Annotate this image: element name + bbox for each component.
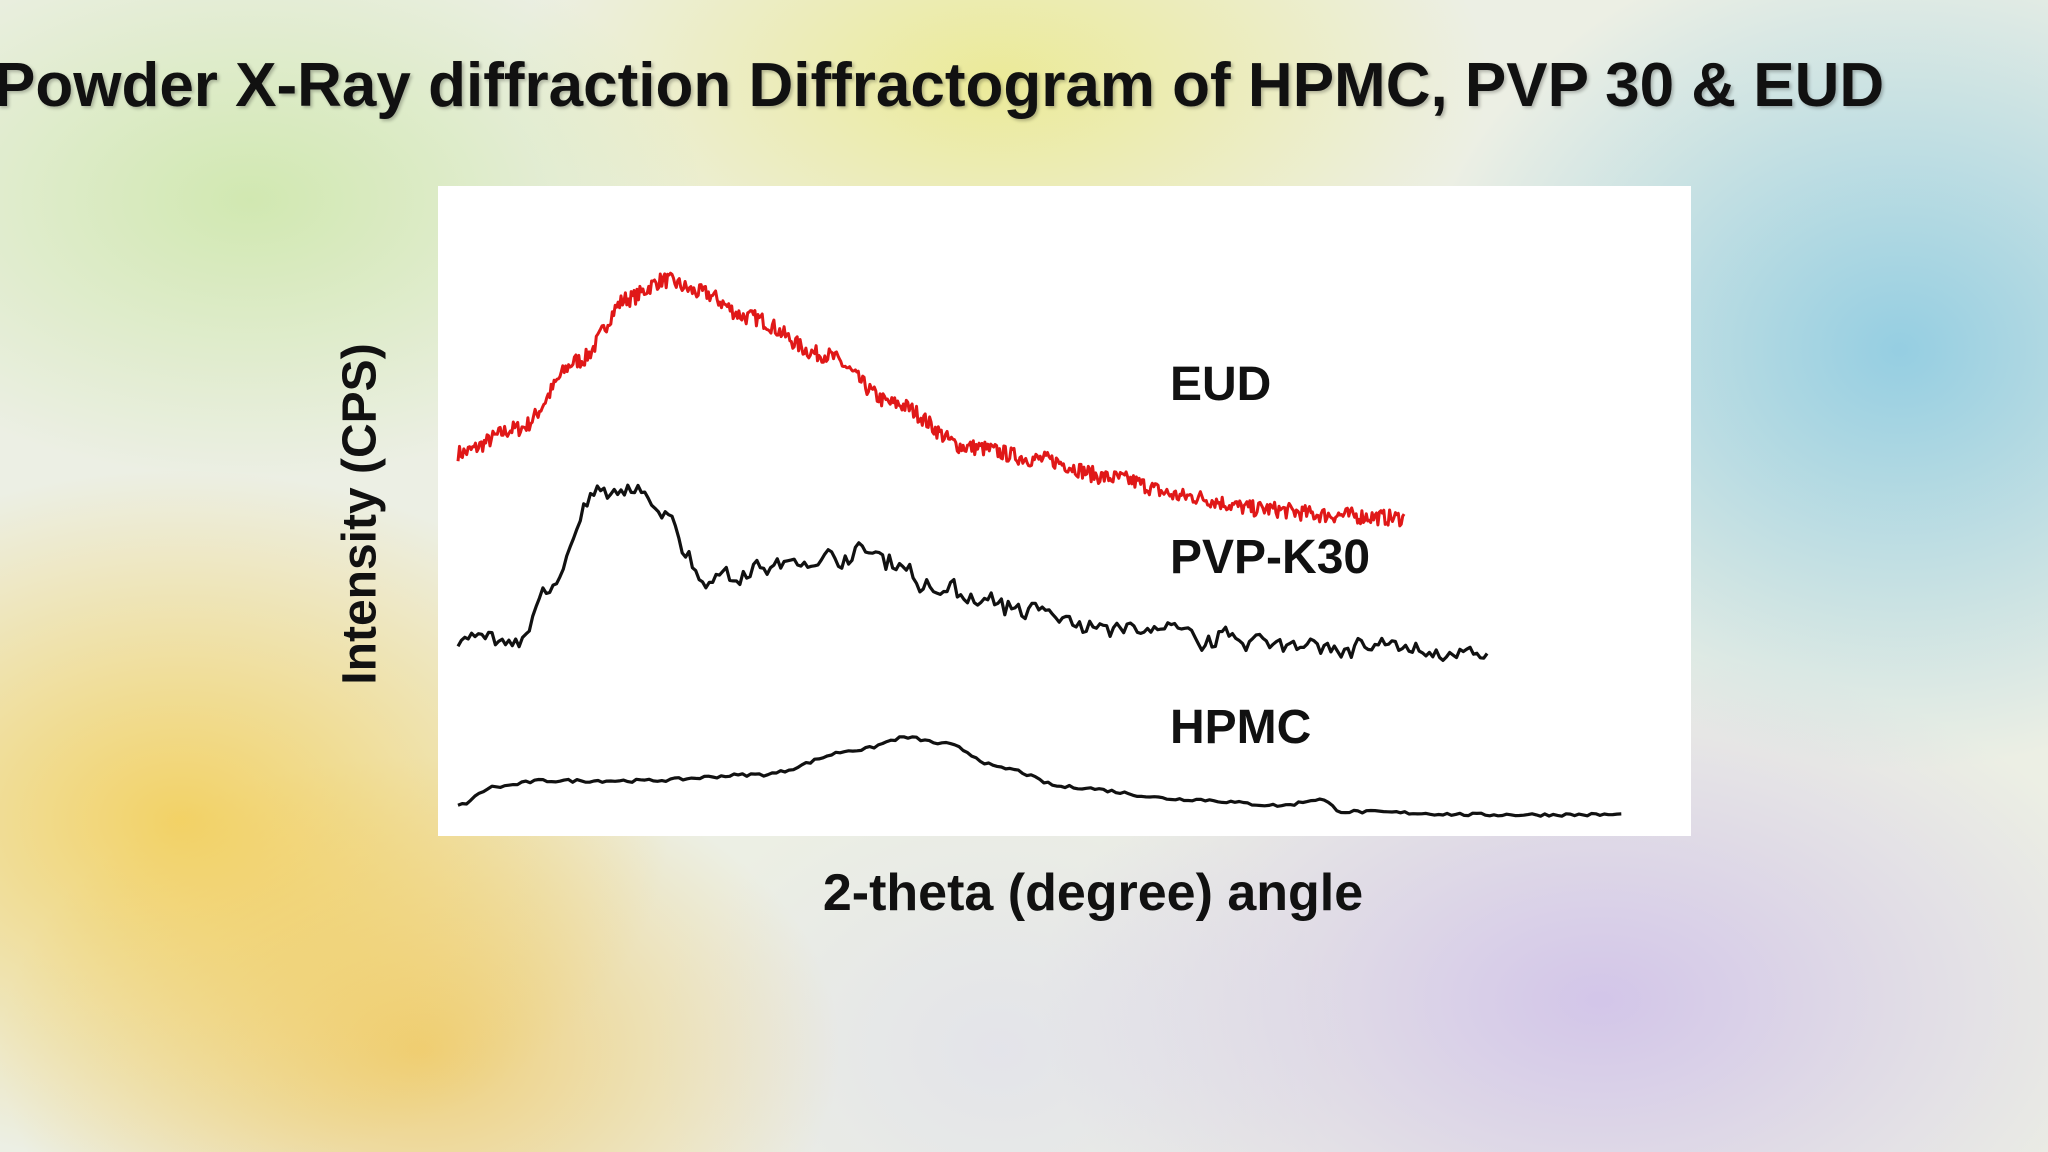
series-label-eud: EUD — [1170, 358, 1272, 411]
y-axis-label: Intensity (CPS) — [333, 343, 387, 685]
series-label-hpmc: HPMC — [1170, 701, 1312, 754]
series-label-pvp-k30: PVP-K30 — [1170, 531, 1371, 584]
diffractogram-chart — [456, 271, 1622, 818]
x-axis-label: 2-theta (degree) angle — [822, 864, 1364, 922]
series-line-hpmc — [457, 735, 1622, 818]
slide-title: Powder X-Ray diffraction Diffractogram o… — [0, 51, 1885, 120]
series-line-eud — [456, 271, 1406, 528]
series-line-pvp-k30 — [456, 483, 1489, 662]
plot-area — [438, 186, 1691, 836]
